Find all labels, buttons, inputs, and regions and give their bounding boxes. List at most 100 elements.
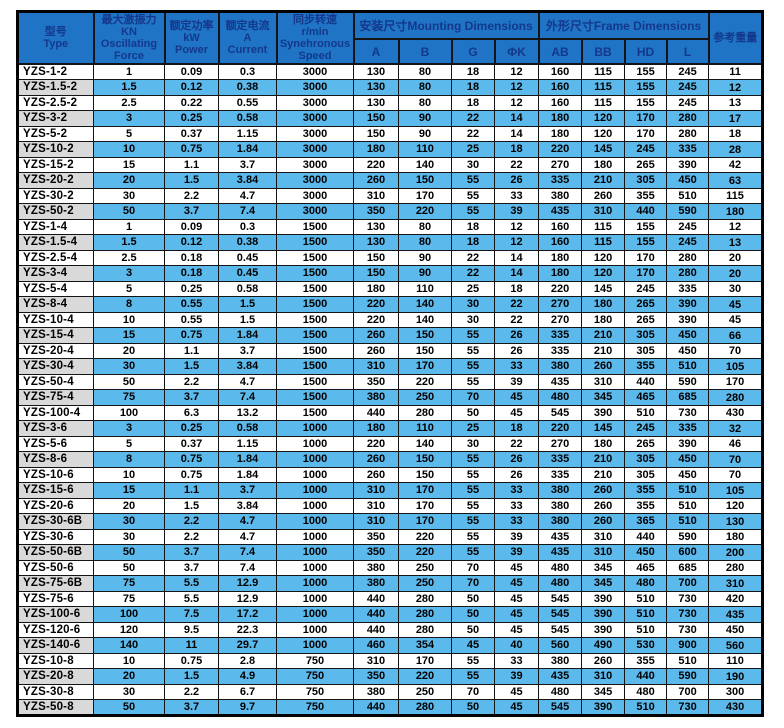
value-cell: 30	[93, 513, 165, 530]
value-cell: 170	[398, 497, 452, 514]
table-row: YZS-10-8 10 0.75 2.8 750 310 170 55 33 380 260 355 5…	[17, 652, 764, 669]
value-cell: 10	[93, 311, 165, 328]
value-cell: 3.84	[218, 358, 277, 375]
value-cell: 490	[581, 637, 626, 654]
table-row: YZS-50-6 50 3.7 7.4 1000 380 250 70 45 480 345 465 6…	[17, 559, 764, 576]
model-cell: YZS-140-6	[17, 637, 94, 654]
value-cell: 1000	[276, 482, 354, 499]
value-cell: 70	[451, 683, 495, 700]
value-cell: 145	[581, 141, 626, 158]
value-cell: 200	[708, 544, 764, 561]
value-cell: 50	[451, 699, 495, 716]
value-cell: 380	[353, 575, 399, 592]
value-cell: 30	[451, 435, 495, 452]
value-cell: 390	[581, 699, 626, 716]
value-cell: 22	[451, 265, 495, 282]
sub-col-header-phi-k: ΦK	[493, 38, 540, 65]
value-cell: 45	[708, 296, 764, 313]
value-cell: 3.7	[164, 203, 219, 220]
value-cell: 510	[624, 606, 668, 623]
value-cell: 435	[538, 544, 583, 561]
table-row: YZS-20-6 20 1.5 3.84 1000 310 170 55 33 380 260 355…	[17, 497, 764, 514]
value-cell: 310	[581, 203, 626, 220]
value-cell: 220	[398, 528, 452, 545]
model-cell: YZS-30-6	[17, 528, 94, 545]
table-row: YZS-20-8 20 1.5 4.9 750 350 220 55 39 435 310 440 59…	[17, 668, 764, 685]
col-group-frame-dimensions: 外形尺寸Frame Dimensions	[537, 10, 710, 41]
value-cell: 26	[493, 342, 540, 359]
table-row: YZS-30-8 30 2.2 6.7 750 380 250 70 45 480 345 480 70…	[17, 683, 764, 700]
value-cell: 440	[353, 699, 399, 716]
col-header-reference-weight: 参考重量	[707, 10, 764, 65]
value-cell: 1000	[276, 606, 354, 623]
model-cell: YZS-20-6	[17, 497, 94, 514]
col-header-current: 额定电流 A Current	[217, 10, 278, 65]
value-cell: 0.75	[164, 451, 219, 468]
value-cell: 180	[581, 296, 626, 313]
value-cell: 130	[353, 218, 399, 235]
model-cell: YZS-100-6	[17, 606, 94, 623]
value-cell: 3.7	[164, 389, 219, 406]
value-cell: 480	[538, 575, 583, 592]
value-cell: 220	[398, 668, 452, 685]
value-cell: 1000	[276, 420, 354, 437]
value-cell: 11	[164, 637, 219, 654]
value-cell: 220	[353, 435, 399, 452]
value-cell: 1500	[276, 218, 354, 235]
value-cell: 545	[538, 590, 583, 607]
value-cell: 9.5	[164, 621, 219, 638]
value-cell: 0.09	[164, 218, 219, 235]
value-cell: 0.18	[164, 265, 219, 282]
value-cell: 150	[353, 110, 399, 127]
value-cell: 39	[493, 668, 540, 685]
value-cell: 260	[353, 172, 399, 189]
model-cell: YZS-1-2	[17, 63, 94, 80]
value-cell: 25	[451, 141, 495, 158]
table-row: YZS-100-4 100 6.3 13.2 1500 440 280 50 45 545 390 5…	[17, 404, 764, 421]
value-cell: 22	[493, 156, 540, 173]
value-cell: 220	[353, 296, 399, 313]
model-cell: YZS-50-2	[17, 203, 94, 220]
value-cell: 435	[538, 373, 583, 390]
value-cell: 160	[538, 234, 583, 251]
value-cell: 4.9	[218, 668, 277, 685]
value-cell: 1500	[276, 373, 354, 390]
value-cell: 2.5	[93, 94, 165, 111]
value-cell: 560	[538, 637, 583, 654]
value-cell: 220	[538, 280, 583, 297]
value-cell: 30	[93, 358, 165, 375]
value-cell: 245	[624, 280, 668, 297]
value-cell: 0.55	[218, 94, 277, 111]
value-cell: 220	[538, 420, 583, 437]
value-cell: 115	[581, 218, 626, 235]
value-cell: 440	[353, 590, 399, 607]
value-cell: 730	[666, 404, 710, 421]
value-cell: 1	[93, 218, 165, 235]
value-cell: 245	[666, 234, 710, 251]
value-cell: 440	[624, 373, 668, 390]
value-cell: 1.1	[164, 342, 219, 359]
value-cell: 280	[666, 125, 710, 142]
value-cell: 160	[538, 218, 583, 235]
value-cell: 355	[624, 482, 668, 499]
value-cell: 260	[581, 482, 626, 499]
value-cell: 450	[666, 327, 710, 344]
value-cell: 260	[353, 451, 399, 468]
model-cell: YZS-15-2	[17, 156, 94, 173]
table-row: YZS-30-6B 30 2.2 4.7 1000 310 170 55 33 380 260 365…	[17, 513, 764, 530]
value-cell: 510	[666, 497, 710, 514]
value-cell: 3.84	[218, 172, 277, 189]
value-cell: 50	[451, 606, 495, 623]
value-cell: 45	[493, 683, 540, 700]
value-cell: 430	[708, 699, 764, 716]
value-cell: 10	[93, 652, 165, 669]
value-cell: 32	[708, 420, 764, 437]
table-row: YZS-140-6 140 11 29.7 1000 460 354 45 40 560 490 53…	[17, 637, 764, 654]
value-cell: 450	[708, 621, 764, 638]
value-cell: 55	[451, 652, 495, 669]
value-cell: 160	[538, 63, 583, 80]
value-cell: 280	[398, 606, 452, 623]
value-cell: 545	[538, 621, 583, 638]
value-cell: 545	[538, 404, 583, 421]
value-cell: 155	[624, 218, 668, 235]
